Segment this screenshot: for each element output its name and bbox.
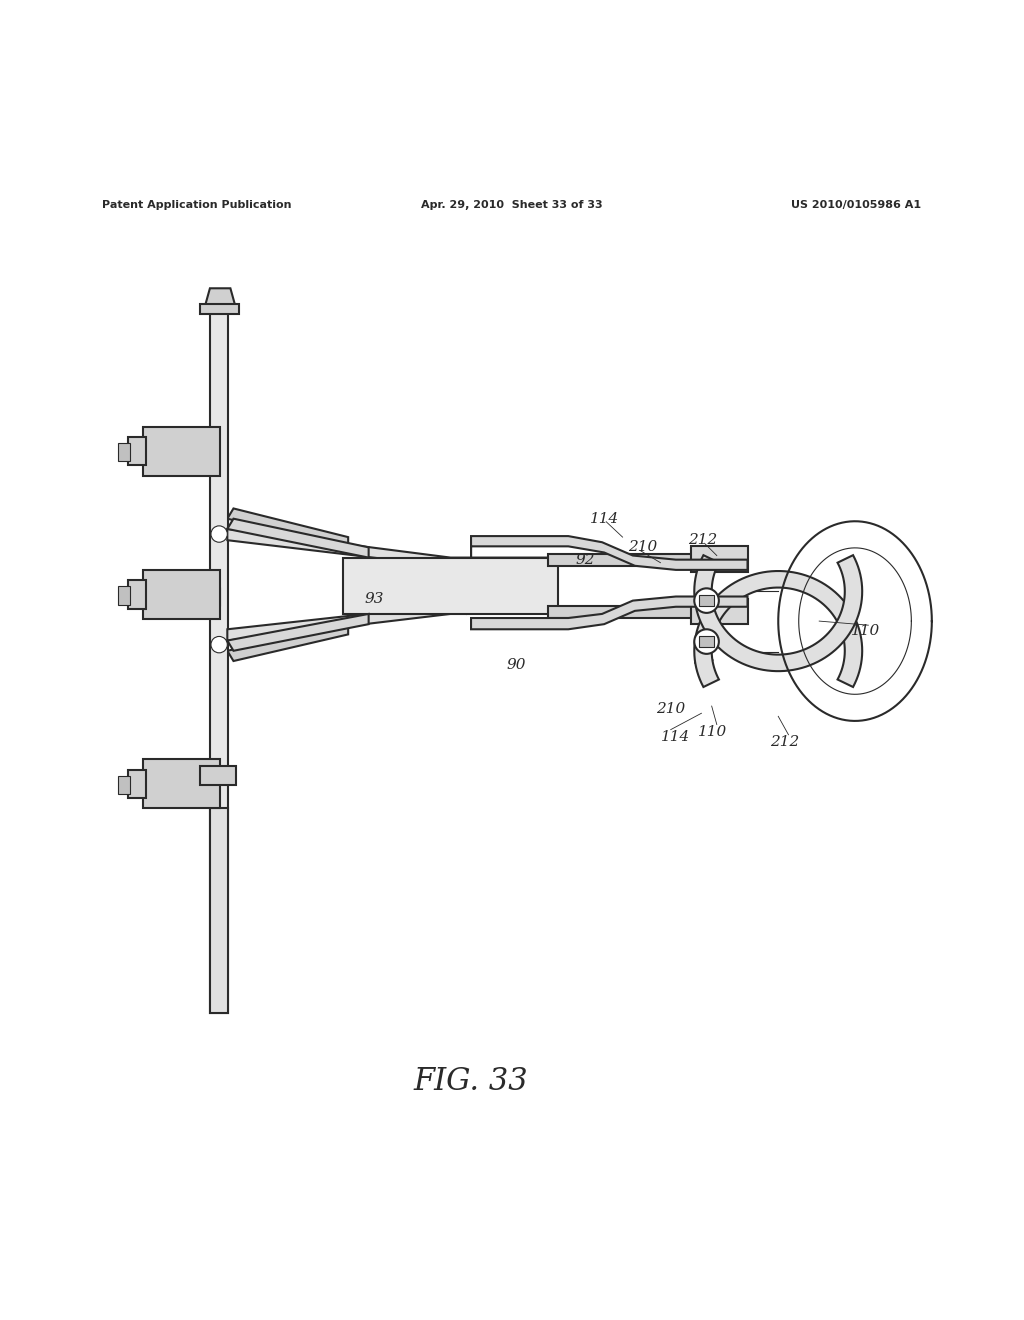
Text: 90: 90 <box>506 659 526 672</box>
Polygon shape <box>227 605 553 640</box>
Circle shape <box>211 636 227 653</box>
Polygon shape <box>227 529 553 566</box>
Bar <box>143 426 220 475</box>
Bar <box>699 636 714 647</box>
Polygon shape <box>227 508 348 548</box>
Text: 212: 212 <box>770 735 799 748</box>
Polygon shape <box>227 624 348 661</box>
Bar <box>343 557 558 614</box>
Bar <box>200 304 239 314</box>
Text: 110: 110 <box>698 725 727 739</box>
Circle shape <box>211 525 227 543</box>
Bar <box>200 767 236 785</box>
Bar <box>118 776 130 795</box>
Text: 210: 210 <box>656 702 685 717</box>
Polygon shape <box>694 572 862 686</box>
Bar <box>210 808 228 1014</box>
Polygon shape <box>227 519 369 557</box>
Bar <box>548 606 696 618</box>
Text: 210: 210 <box>629 540 657 554</box>
Text: Apr. 29, 2010  Sheet 33 of 33: Apr. 29, 2010 Sheet 33 of 33 <box>421 201 603 210</box>
Polygon shape <box>205 288 236 306</box>
Polygon shape <box>471 536 748 570</box>
Bar <box>210 297 228 1014</box>
Bar <box>143 570 220 619</box>
Text: FIG. 33: FIG. 33 <box>414 1067 528 1097</box>
Bar <box>128 770 146 799</box>
Bar <box>143 759 220 808</box>
Polygon shape <box>694 556 862 671</box>
Polygon shape <box>471 597 748 630</box>
Text: 114: 114 <box>662 730 690 743</box>
Text: 114: 114 <box>590 512 618 525</box>
Bar <box>691 598 748 624</box>
Text: 212: 212 <box>688 533 717 548</box>
Bar <box>548 553 696 566</box>
Bar <box>128 437 146 466</box>
Circle shape <box>694 630 719 653</box>
Bar <box>118 586 130 605</box>
Bar <box>128 579 146 609</box>
Text: US 2010/0105986 A1: US 2010/0105986 A1 <box>792 201 922 210</box>
Text: Patent Application Publication: Patent Application Publication <box>102 201 292 210</box>
Bar <box>200 587 220 606</box>
Text: 92: 92 <box>575 553 596 566</box>
Bar <box>691 546 748 572</box>
Text: 110: 110 <box>851 624 880 639</box>
Polygon shape <box>227 614 369 651</box>
Circle shape <box>694 589 719 612</box>
Bar <box>118 444 130 462</box>
Bar <box>699 595 714 606</box>
Text: 93: 93 <box>364 591 384 606</box>
